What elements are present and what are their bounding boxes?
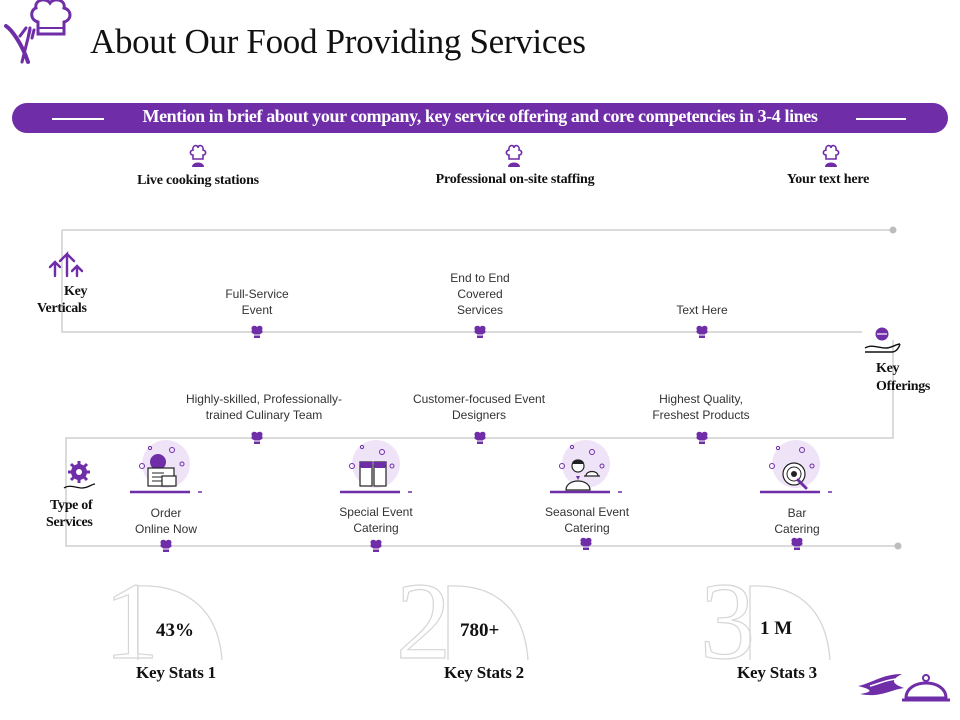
banner-text: Mention in brief about your company, key… (142, 106, 818, 126)
stat-shape-1 (137, 585, 223, 661)
chef-hat-marker-icon (160, 539, 172, 552)
chef-hat-marker-icon (474, 431, 486, 444)
type-of-services-label: Type of (50, 498, 93, 513)
key-verticals-label: Key (64, 284, 88, 299)
top-item-label: Your text here (786, 172, 870, 187)
banner-left-rule (52, 118, 104, 120)
stat-big-number: 2 (395, 560, 451, 682)
offering-item-label: Highly-skilled, Professionally-trained C… (185, 392, 343, 422)
stat-value: 780+ (460, 620, 500, 641)
offering-item-label: Customer-focused Event Designers (412, 392, 546, 422)
chef-hat-marker-icon (474, 325, 486, 338)
drinks-icon (340, 440, 412, 494)
chef-hat-marker-icon (696, 431, 708, 444)
laptop-order-icon (130, 440, 202, 494)
chef-icon (505, 144, 523, 167)
chef-hat-marker-icon (791, 537, 803, 550)
stat-big-number: 3 (699, 560, 755, 682)
stat-label: Key Stats 3 (737, 663, 817, 682)
vertical-item-label: End to End Covered Services (450, 271, 510, 317)
cloche-speed-icon (858, 674, 950, 702)
chef-hat-marker-icon (580, 537, 592, 550)
service-item-label: Seasonal Event Catering (544, 505, 630, 535)
arrows-up-icon (48, 251, 84, 278)
chef-hat-marker-icon (370, 539, 382, 552)
top-item-label: Professional on-site staffing (435, 172, 595, 187)
serving-hand-icon (864, 327, 901, 353)
bar-target-icon (760, 440, 832, 494)
stat-value: 1 M (760, 618, 793, 639)
chef-icon (822, 144, 840, 167)
key-offerings-label: Key Offerings (876, 361, 931, 394)
chef-hat-marker-icon (251, 325, 263, 338)
stat-label: Key Stats 1 (136, 663, 216, 682)
stat-big-number: 1 (103, 560, 159, 682)
vertical-item-label: Text Here (676, 303, 728, 317)
stat-shape-3 (749, 585, 831, 661)
offering-item-label: Highest Quality, Freshest Products (652, 392, 750, 422)
key-verticals-label: Verticals (37, 301, 87, 316)
waiter-icon (550, 440, 622, 494)
chef-hat-marker-icon (251, 431, 263, 444)
top-item-label: Live cooking stations (137, 173, 259, 188)
gear-hand-icon (63, 461, 96, 489)
service-item-label: Special Event Catering (339, 505, 413, 535)
chef-icon (189, 144, 207, 167)
stat-value: 43% (156, 620, 194, 641)
vertical-item-label: Full-Service Event (225, 287, 289, 317)
type-of-services-label: Services (46, 515, 93, 530)
service-item-label: Bar Catering (774, 506, 820, 536)
page-title: About Our Food Providing Services (90, 22, 586, 61)
service-item-label: Order Online Now (134, 506, 198, 536)
stat-label: Key Stats 2 (444, 663, 524, 682)
chef-hat-cutlery-logo (4, 0, 72, 64)
summary-banner (12, 103, 948, 133)
chef-hat-marker-icon (696, 325, 708, 338)
banner-right-rule (856, 118, 906, 120)
stat-shape-2 (447, 585, 529, 661)
